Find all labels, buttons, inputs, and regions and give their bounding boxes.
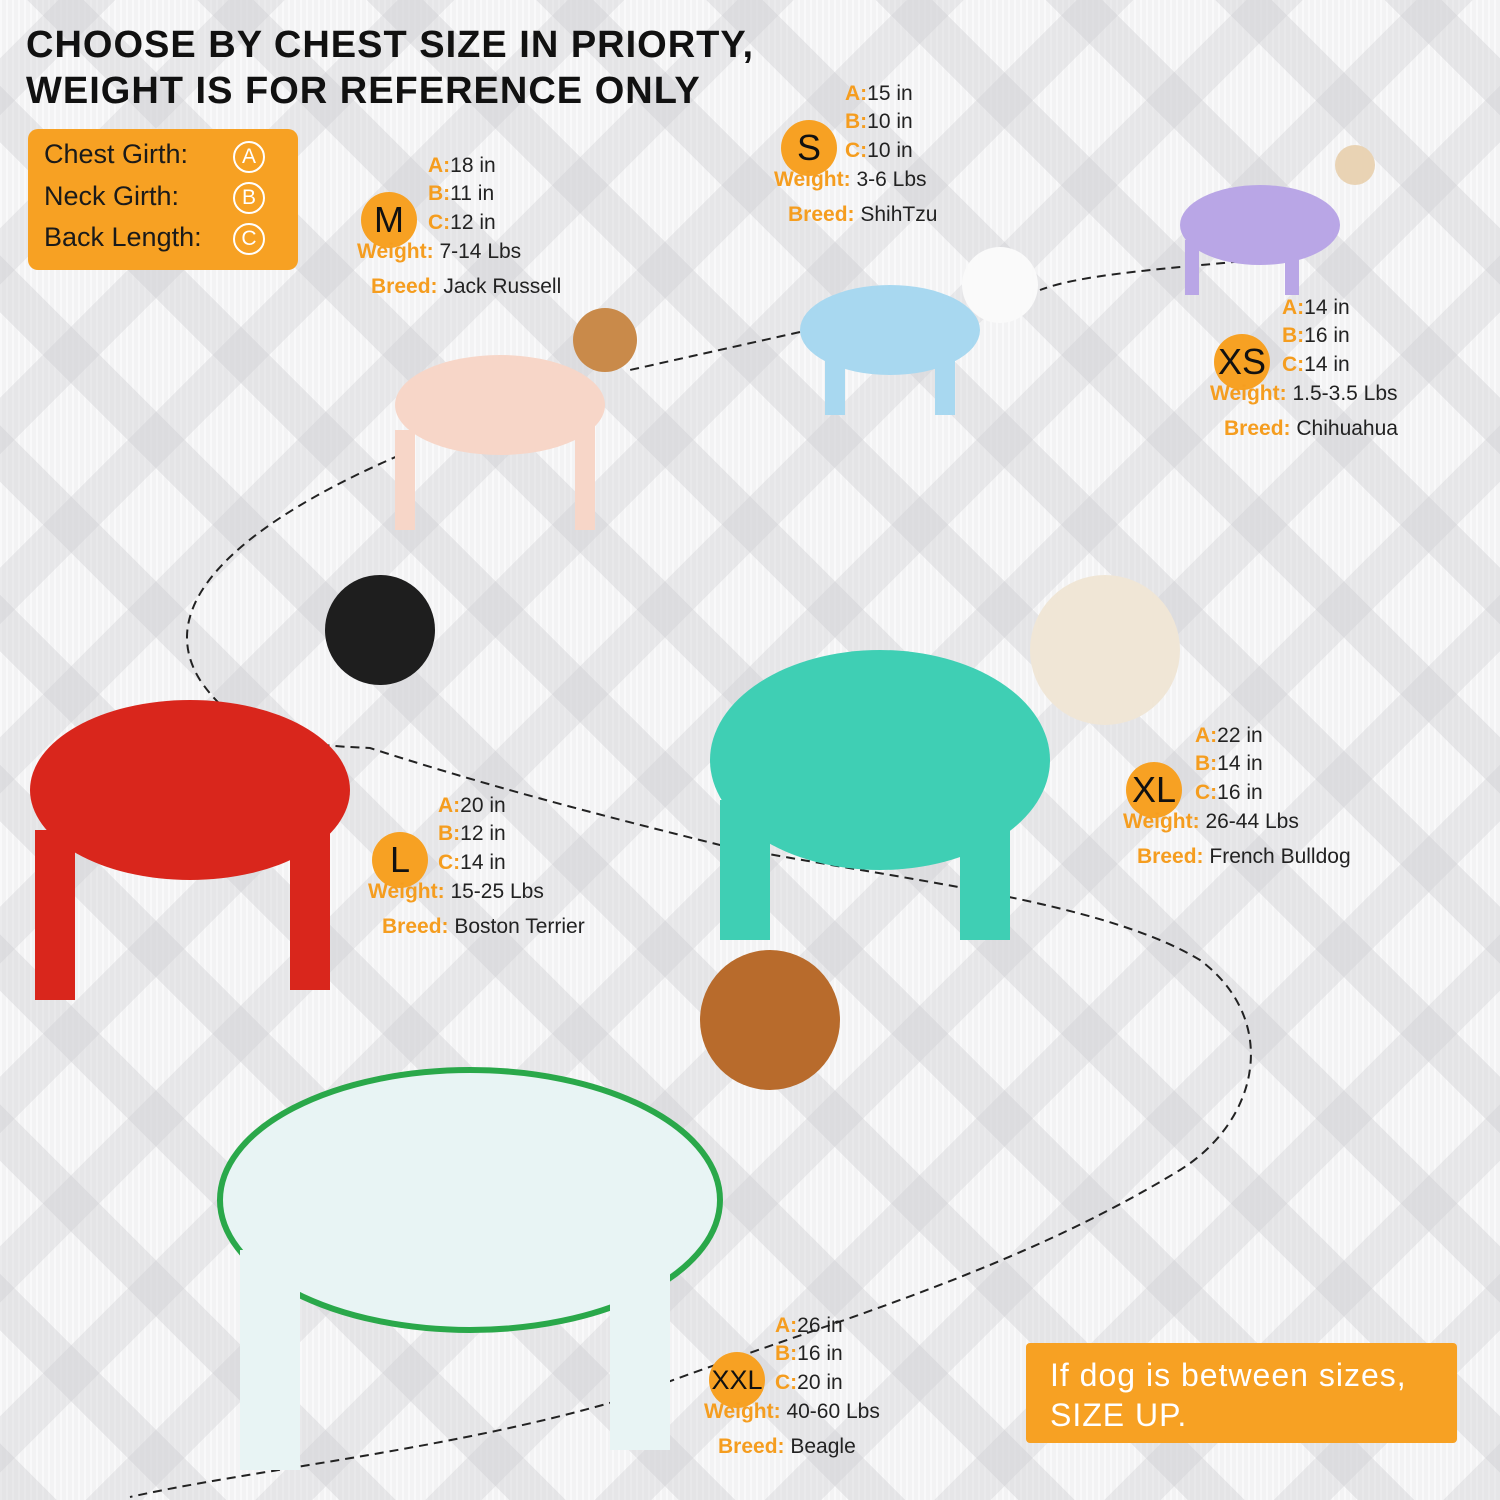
neck-girth-value: B:10 in (845, 110, 913, 133)
neck-girth-value: B:16 in (1282, 324, 1350, 347)
back-length-value: C:14 in (438, 851, 506, 874)
measurement-legend: Chest Girth: A Neck Girth: B Back Length… (28, 129, 298, 270)
badge-a-icon: A (233, 141, 265, 173)
legend-back-length: Back Length: (44, 222, 202, 252)
size-badge: XXL (709, 1352, 765, 1408)
size-badge: S (781, 120, 837, 176)
neck-girth-value: B:12 in (438, 822, 506, 845)
breed-value: Breed: ShihTzu (788, 203, 938, 226)
breed-value: Breed: Beagle (718, 1435, 856, 1458)
neck-girth-value: B:14 in (1195, 752, 1263, 775)
back-length-value: C:20 in (775, 1371, 843, 1394)
beagle-dog-image (217, 950, 840, 1470)
jack-russell-dog-image (395, 308, 637, 530)
badge-b-icon: B (233, 182, 265, 214)
shihtzu-dog-image (800, 247, 1038, 415)
chest-girth-value: A:14 in (1282, 296, 1350, 319)
breed-value: Breed: Boston Terrier (382, 915, 585, 938)
chest-girth-value: A:18 in (428, 154, 496, 177)
neck-girth-value: B:16 in (775, 1342, 843, 1365)
back-length-value: C:10 in (845, 139, 913, 162)
size-badge: M (361, 192, 417, 248)
weight-value: Weight: 1.5-3.5 Lbs (1210, 382, 1398, 405)
size-badge: L (372, 832, 428, 888)
back-length-value: C:12 in (428, 211, 496, 234)
weight-value: Weight: 40-60 Lbs (704, 1400, 880, 1423)
page-title: CHOOSE BY CHEST SIZE IN PRIORTY, WEIGHT … (26, 24, 755, 112)
back-length-value: C:16 in (1195, 781, 1263, 804)
breed-value: Breed: French Bulldog (1137, 845, 1351, 868)
breed-value: Breed: Chihuahua (1224, 417, 1398, 440)
back-length-value: C:14 in (1282, 353, 1350, 376)
weight-value: Weight: 15-25 Lbs (368, 880, 544, 903)
legend-chest-girth: Chest Girth: (44, 139, 189, 169)
boston-terrier-dog-image (30, 575, 435, 1000)
weight-value: Weight: 7-14 Lbs (357, 240, 522, 263)
breed-value: Breed: Jack Russell (371, 275, 562, 298)
chest-girth-value: A:20 in (438, 794, 506, 817)
chest-girth-value: A:22 in (1195, 724, 1263, 747)
weight-value: Weight: 3-6 Lbs (774, 168, 927, 191)
chihuahua-dog-image (1180, 145, 1375, 295)
size-badge: XS (1214, 334, 1270, 390)
chest-girth-value: A:26 in (775, 1314, 843, 1337)
size-up-note: If dog is between sizes, SIZE UP. (1026, 1343, 1457, 1443)
badge-c-icon: C (233, 223, 265, 255)
neck-girth-value: B:11 in (428, 182, 495, 205)
weight-value: Weight: 26-44 Lbs (1123, 810, 1299, 833)
chest-girth-value: A:15 in (845, 82, 913, 105)
french-bulldog-dog-image (710, 575, 1180, 940)
legend-neck-girth: Neck Girth: (44, 181, 180, 211)
size-badge: XL (1126, 762, 1182, 818)
